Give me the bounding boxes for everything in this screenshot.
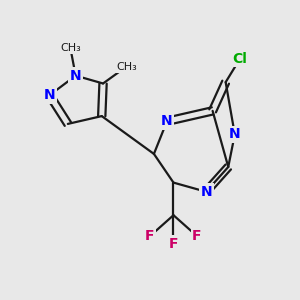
Text: CH₃: CH₃	[60, 43, 81, 53]
Text: N: N	[70, 69, 82, 83]
Text: F: F	[192, 229, 202, 243]
Text: N: N	[44, 88, 56, 102]
Text: F: F	[169, 237, 178, 251]
Text: CH₃: CH₃	[116, 61, 137, 71]
Text: Cl: Cl	[232, 52, 247, 66]
Text: N: N	[229, 127, 241, 141]
Text: F: F	[145, 229, 155, 243]
Text: N: N	[161, 114, 173, 128]
Text: N: N	[200, 185, 212, 199]
